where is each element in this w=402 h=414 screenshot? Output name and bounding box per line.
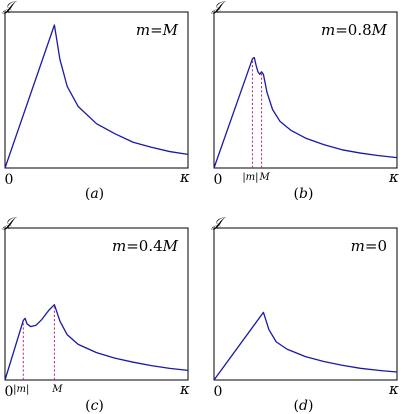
marker-label: |m|	[13, 384, 29, 395]
x-origin-label: 0	[214, 172, 223, 188]
x-origin-label: 0	[5, 172, 14, 188]
marker-label: |m|	[242, 172, 258, 183]
series-line	[213, 56, 398, 169]
parameter-annotation: m=0.8M	[321, 21, 388, 39]
x-axis-label: κ	[388, 168, 399, 186]
y-axis-label: 𝒥	[2, 215, 18, 231]
panel-label: (a)	[85, 186, 104, 202]
parameter-annotation: m=M	[136, 21, 179, 39]
panel-label: (d)	[294, 398, 314, 414]
marker-label: M	[258, 172, 270, 183]
series-line	[4, 304, 189, 381]
x-origin-label: 0	[214, 384, 223, 400]
y-axis-label: 𝒥	[211, 215, 227, 231]
panel-c: |m| M 𝒥κ 0 m=0.4M (c)	[2, 215, 190, 414]
x-origin-label: 0	[5, 384, 14, 400]
plot-frame	[4, 227, 189, 381]
y-axis-label: 𝒥	[211, 0, 227, 15]
plot-frame	[4, 11, 189, 169]
series-line	[4, 24, 189, 169]
panel-b: |m| M 𝒥κ 0 m=0.8M (b)	[211, 0, 399, 202]
panel-label: (c)	[85, 398, 104, 414]
panel-a: 𝒥κ 0 m=M (a)	[2, 0, 190, 202]
parameter-annotation: m=0.4M	[112, 237, 179, 255]
series-line	[213, 311, 398, 381]
x-axis-label: κ	[179, 168, 190, 186]
panel-d: 𝒥κ 0 m=0 (d)	[211, 215, 399, 414]
x-axis-label: κ	[388, 380, 399, 398]
plot-frame	[213, 227, 398, 381]
y-axis-label: 𝒥	[2, 0, 18, 15]
plot-frame	[213, 11, 398, 169]
x-axis-label: κ	[179, 380, 190, 398]
parameter-annotation: m=0	[351, 237, 387, 255]
panel-label: (b)	[294, 186, 314, 202]
marker-label: M	[51, 384, 63, 395]
